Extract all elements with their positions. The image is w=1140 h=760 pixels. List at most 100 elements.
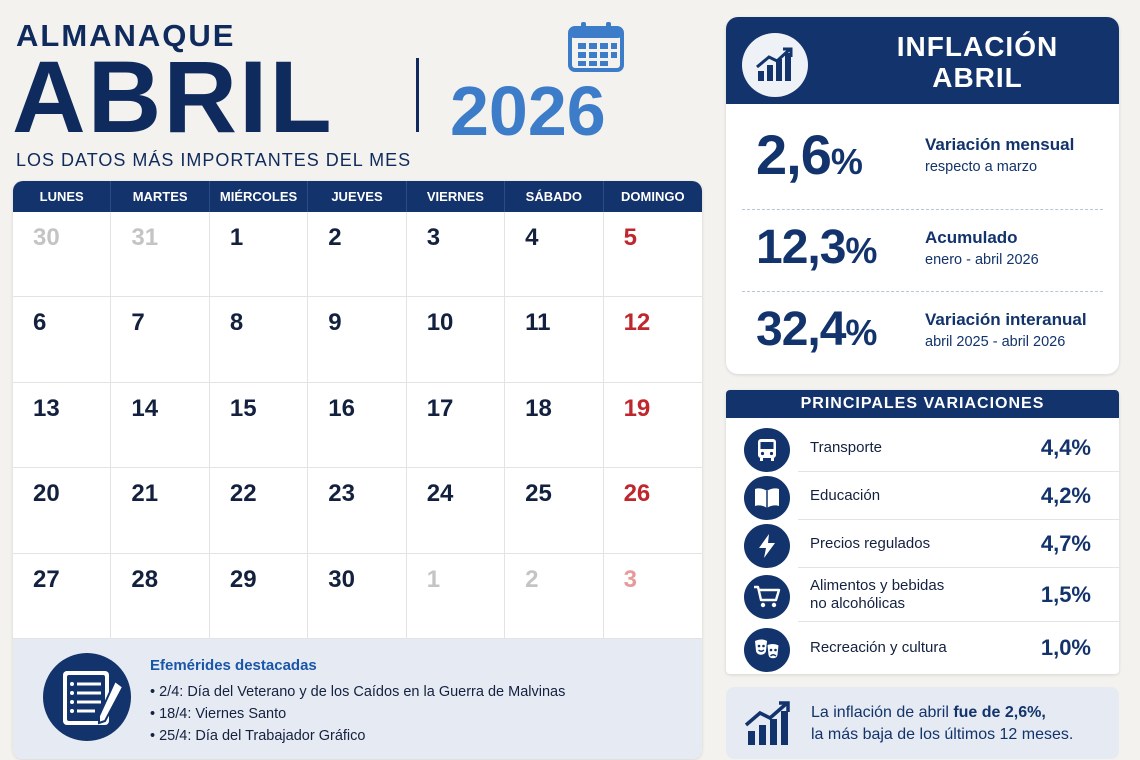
calendar-day: 19 [603,383,702,469]
calendar-day: 6 [13,297,112,383]
header-divider [416,58,419,132]
variation-row-educacion: Educación 4,2% [726,472,1119,520]
month-title: ABRIL [12,40,334,154]
inflation-panel: INFLACIÓN ABRIL 2,6% Variación mensual r… [726,17,1119,374]
variation-label: Recreación y cultura [810,639,947,656]
stat-yearly-label: Variación interanual [925,310,1087,329]
calendar-day: 3 [603,554,702,639]
calendar-day: 26 [603,468,702,554]
calendar-day: 18 [505,382,604,469]
variation-label: Precios regulados [810,535,931,552]
calendar-day: 9 [308,297,407,383]
header-subtitle: LOS DATOS MÁS IMPORTANTES DEL MES [16,150,412,170]
variation-row-transporte: Transporte 4,4% [726,424,1119,472]
calendar-day: 11 [505,297,604,383]
efemeride-item: 25/4: Día del Trabajador Gráfico [150,725,565,747]
efemeride-item: 18/4: Viernes Santo [150,703,565,725]
variation-value: 4,4% [1040,435,1091,460]
stat-monthly-sub: respecto a marzo [925,159,1038,175]
inflation-title-line1: INFLACIÓN [896,31,1059,62]
calendar: LUNES MARTES MIÉRCOLES JUEVES VIERNES SÁBADO D… [13,181,702,759]
almanac-kicker: ALMANAQUE [16,18,236,53]
weekday-header: MIÉRCOLES [210,181,309,212]
calendar-day: 25 [505,468,604,554]
efemerides-title: Efemérides destacadas [150,657,317,674]
calendar-day: 29 [209,553,309,639]
variation-label-line2: no alcohólicas [810,595,906,612]
calendar-day: 1 [406,553,506,639]
calendar-weekday-header: LUNES MARTES MIÉRCOLES JUEVES VIERNES SÁBADO D… [13,181,702,212]
calendar-day: 28 [111,553,210,639]
variations-title: PRINCIPALES VARIACIONES [726,390,1119,418]
stat-accumulated-label: Acumulado [925,228,1018,247]
calendar-day: 12 [603,297,702,383]
variation-label: Alimentos y bebidas no alcohólicas [810,577,944,613]
calendar-day: 31 [111,212,210,298]
variation-value: 4,7% [1040,531,1091,556]
weekday-header: SÁBADO [505,181,604,212]
calendar-day: 5 [603,212,702,298]
year-title: 2026 [450,72,606,150]
stat-yearly-value: 32,4% [756,303,877,356]
variation-row-recreacion: Recreación y cultura 1,0% [726,624,1119,672]
calendar-day: 14 [111,382,210,469]
calendar-day: 16 [308,382,407,469]
calendar-day: 24 [406,468,506,554]
variation-label: Transporte [810,439,882,456]
calendar-day: 1 [209,212,309,298]
lightning-icon [744,524,790,568]
inflation-title-line2: ABRIL [932,62,1023,93]
efemeride-item: 2/4: Día del Veterano y de los Caídos en… [150,681,565,703]
calendar-day: 2 [505,553,604,639]
weekday-header: JUEVES [308,181,407,212]
calendar-day: 10 [406,297,506,383]
calendar-day: 22 [209,468,309,554]
calendar-day: 20 [13,468,112,554]
inflation-title: INFLACIÓN ABRIL [836,31,1119,93]
stat-monthly-label: Variación mensual [925,135,1075,154]
stat-monthly: 2,6% Variación mensual respecto a marzo [742,117,1103,197]
weekday-header: LUNES [13,181,112,212]
calendar-day: 13 [13,382,112,469]
inflation-header: INFLACIÓN ABRIL [726,17,1119,104]
calendar-day: 15 [209,382,309,469]
calendar-day: 8 [209,297,309,383]
stat-monthly-value: 2,6% [756,123,863,186]
stat-yearly-sub: abril 2025 - abril 2026 [925,334,1066,350]
inflation-note-text: La inflación de abril fue de 2,6%, la má… [811,704,1074,743]
cart-icon [744,575,790,619]
efemerides-list: 2/4: Día del Veterano y de los Caídos en… [150,681,565,747]
variation-label-line1: Alimentos y bebidas [810,577,945,594]
weekday-header: DOMINGO [621,189,685,204]
calendar-day: 30 [13,212,112,298]
inflation-note: La inflación de abril fue de 2,6%, la má… [726,687,1119,759]
efemerides-panel: Efemérides destacadas 2/4: Día del Veter… [13,639,702,759]
stat-accumulated: 12,3% Acumulado enero - abril 2026 [742,209,1103,289]
stat-yearly: 32,4% Variación interanual abril 2025 - … [742,291,1103,371]
book-icon [744,476,790,520]
notes-icon [43,653,131,741]
stat-accumulated-value: 12,3% [756,221,877,274]
calendar-day-grid: 30 31 1 2 3 4 5 6 7 8 9 10 11 12 13 14 15 16 17 18 19 20 21 22 2… [13,212,702,639]
weekday-header: VIERNES [407,181,506,212]
calendar-day: 2 [308,212,407,298]
calendar-day: 17 [406,382,506,469]
growth-chart-icon [742,33,808,97]
calendar-day: 30 [308,553,407,639]
calendar-day: 27 [13,553,112,639]
calendar-day: 23 [308,468,407,554]
variation-row-alimentos: Alimentos y bebidas no alcohólicas 1,5% [726,568,1119,622]
variation-value: 4,2% [1040,483,1091,508]
calendar-day: 4 [505,212,604,298]
growth-chart-icon [744,701,790,745]
variations-panel: PRINCIPALES VARIACIONES Transporte 4,4% … [726,390,1119,674]
variation-row-precios-regulados: Precios regulados 4,7% [726,520,1119,568]
theater-masks-icon [744,628,790,672]
weekday-header: MARTES [111,181,210,212]
calendar-day: 3 [406,212,506,298]
variation-value: 1,5% [1040,582,1091,607]
calendar-icon [568,22,624,72]
variation-label: Educación [810,487,881,504]
variation-value: 1,0% [1040,635,1091,660]
stat-accumulated-sub: enero - abril 2026 [925,252,1039,268]
